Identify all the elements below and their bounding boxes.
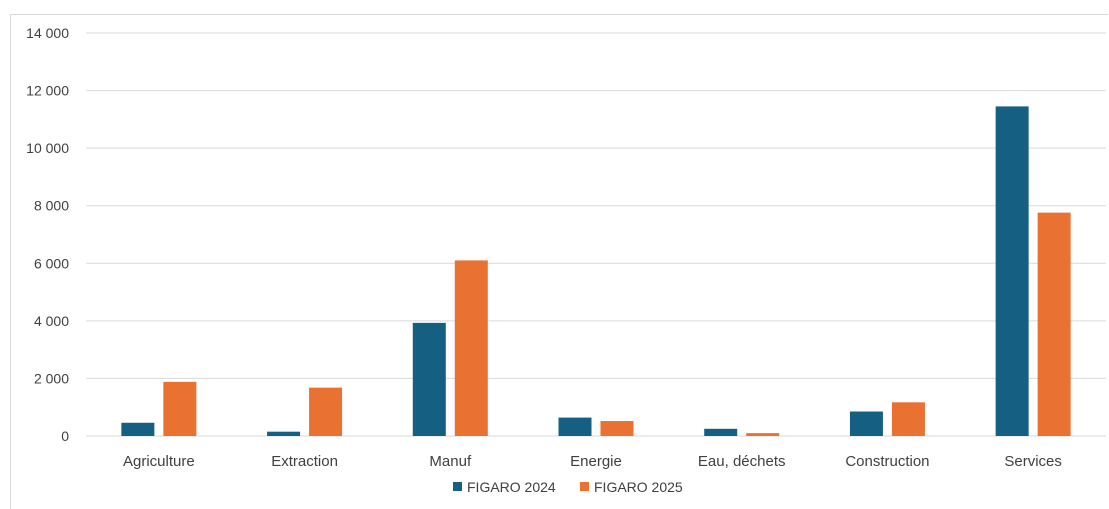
y-tick-label: 14 000 [26,25,69,41]
bar-extraction-figaro-2025 [309,388,342,436]
bar-construction-figaro-2024 [850,412,883,436]
x-category-label-extraction: Extraction [271,453,338,470]
y-tick-label: 12 000 [26,83,69,99]
bar-agriculture-figaro-2025 [163,382,196,436]
x-category-label-manuf: Manuf [429,453,472,470]
bar-extraction-figaro-2024 [267,432,300,436]
gridlines [86,33,1106,436]
y-tick-label: 6 000 [34,255,69,271]
x-category-label-construction: Construction [845,453,929,470]
bar-energie-figaro-2024 [559,418,592,436]
x-category-label-eau-dechets: Eau, déchets [698,453,786,470]
legend-label-figaro-2024: FIGARO 2024 [467,479,556,495]
bar-manuf-figaro-2024 [413,323,446,436]
bar-eau-dechets-figaro-2024 [704,429,737,436]
legend-label-figaro-2025: FIGARO 2025 [594,479,683,495]
y-tick-label: 0 [61,428,69,444]
x-axis-categories: Agriculture Extraction Manuf Energie Eau, dé… [123,453,1062,470]
bar-eau-dechets-figaro-2025 [746,433,779,436]
legend-swatch-figaro-2025 [580,482,589,491]
y-tick-label: 10 000 [26,140,69,156]
bar-construction-figaro-2025 [892,402,925,436]
x-category-label-energie: Energie [570,453,622,470]
bars [121,106,1070,436]
x-category-label-agriculture: Agriculture [123,453,195,470]
bar-agriculture-figaro-2024 [121,423,154,436]
x-category-label-services: Services [1004,453,1062,470]
bar-energie-figaro-2025 [601,421,634,436]
y-tick-label: 4 000 [34,313,69,329]
bar-services-figaro-2025 [1038,213,1071,436]
y-tick-label: 2 000 [34,370,69,386]
y-axis-ticks: 0 2 000 4 000 6 000 8 000 10 000 12 000 14 000 [26,25,69,444]
bar-services-figaro-2024 [996,106,1029,436]
y-tick-label: 8 000 [34,198,69,214]
bar-manuf-figaro-2025 [455,260,488,436]
legend: FIGARO 2024 FIGARO 2025 [453,479,683,495]
legend-swatch-figaro-2024 [453,482,462,491]
